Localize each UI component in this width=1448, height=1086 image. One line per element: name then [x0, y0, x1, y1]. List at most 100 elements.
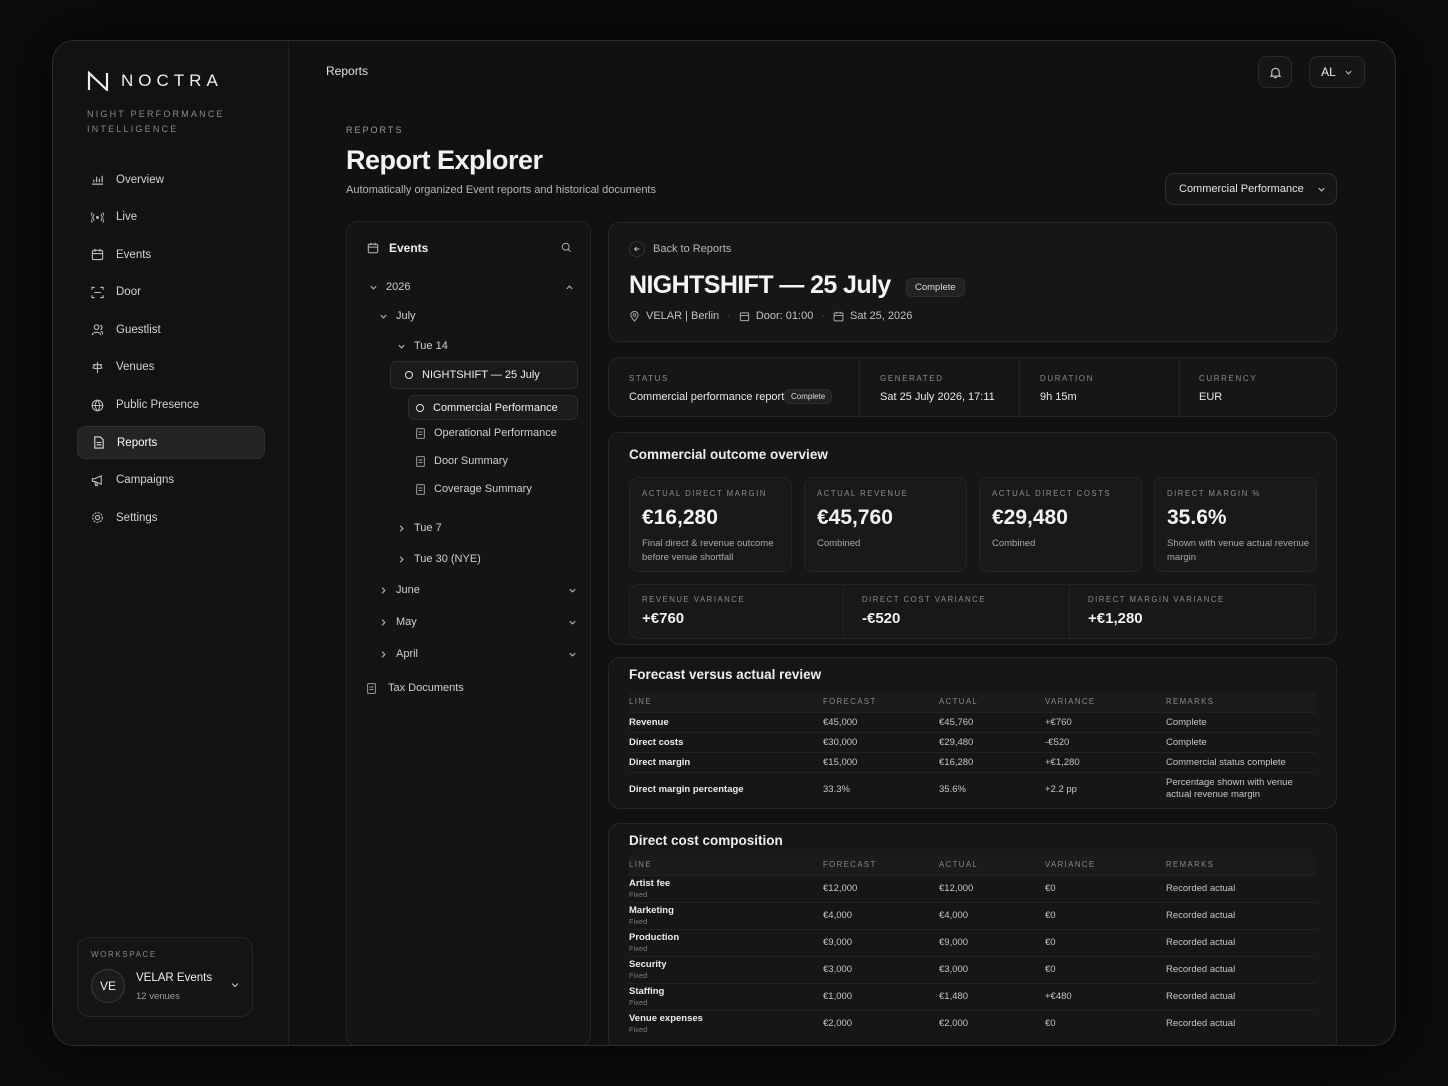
chevron-down-icon	[569, 588, 576, 593]
tree-day-label: Tue 7	[414, 522, 442, 534]
sidebar-item-live[interactable]: Live	[77, 201, 265, 234]
chevron-up-icon[interactable]	[565, 283, 574, 292]
stat-value: Commercial performance report	[629, 391, 785, 403]
sidebar-item-campaigns[interactable]: Campaigns	[77, 464, 265, 497]
table-header-row: LINE FORECAST ACTUAL VARIANCE REMARKS	[629, 692, 1316, 712]
table-row: Direct margin €15,000 €16,280 +€1,280 Co…	[629, 751, 1316, 772]
sidebar-item-guestlist[interactable]: Guestlist	[77, 313, 265, 346]
tree-year[interactable]: 2026	[369, 281, 410, 293]
divider	[859, 358, 860, 418]
document-icon	[367, 682, 376, 694]
sidebar-item-venues[interactable]: Venues	[77, 351, 265, 384]
tree-report-door-summary[interactable]: Door Summary	[416, 455, 508, 467]
variance-strip: REVENUE VARIANCE +€760 DIRECT COST VARIA…	[629, 584, 1316, 640]
document-icon	[416, 483, 425, 495]
workspace-switcher[interactable]: WORKSPACE VE VELAR Events 12 venues	[77, 937, 253, 1017]
tree-report-coverage-summary[interactable]: Coverage Summary	[416, 483, 532, 495]
tree-tax-documents[interactable]: Tax Documents	[367, 682, 464, 694]
line-name: Staffing	[629, 986, 665, 997]
bell-icon	[1269, 67, 1281, 78]
kpi-label: ACTUAL DIRECT COSTS	[992, 489, 1112, 498]
venue-icon	[91, 361, 104, 374]
table-row: Security Fixed €3,000 €3,000 €0 Recorded …	[629, 955, 1316, 983]
column-header: REMARKS	[1166, 692, 1316, 712]
chevron-right-icon	[379, 586, 388, 595]
sidebar-item-public-presence[interactable]: Public Presence	[77, 389, 265, 422]
tree-report-operational[interactable]: Operational Performance	[416, 427, 557, 439]
cell-forecast: €9,000	[823, 928, 939, 956]
cell-forecast: €1,000	[823, 982, 939, 1010]
app-window: NOCTRA NIGHT PERFORMANCE INTELLIGENCE Ov…	[52, 40, 1396, 1046]
cell-remarks: Recorded actual	[1166, 928, 1316, 956]
tree-event-item[interactable]	[390, 361, 578, 389]
sidebar-item-door[interactable]: Door	[77, 276, 265, 309]
chevron-right-icon	[397, 555, 406, 564]
separator-dot: ·	[821, 310, 825, 322]
table-row: Artist fee Fixed €12,000 €12,000 €0 Recor…	[629, 874, 1316, 902]
kpi-card: ACTUAL DIRECT MARGIN €16,280 Final direc…	[629, 477, 792, 572]
column-header: FORECAST	[823, 692, 939, 712]
tree-day-collapsed[interactable]: Tue 7	[397, 522, 442, 534]
report-meta: VELAR | Berlin · Door: 01:00 · Sat 25, 2…	[629, 310, 912, 322]
chevron-down-icon	[369, 283, 378, 292]
report-type-select[interactable]: Commercial Performance	[1165, 173, 1337, 205]
brand-tagline: NIGHT PERFORMANCE INTELLIGENCE	[87, 109, 225, 134]
sidebar-item-label: Reports	[117, 436, 158, 449]
tree-report-label: Door Summary	[434, 455, 508, 467]
back-to-reports-link[interactable]: Back to Reports	[629, 241, 731, 257]
chevron-right-icon	[379, 618, 388, 627]
cell-variance: €0	[1045, 874, 1166, 902]
kpi-value: €45,760	[817, 506, 893, 529]
table-row: Venue expenses Fixed €2,000 €2,000 €0 Rec…	[629, 1009, 1316, 1037]
kpi-description: Combined	[817, 538, 861, 549]
cell-remarks: Complete	[1166, 711, 1316, 732]
sidebar-item-settings[interactable]: Settings	[77, 501, 265, 534]
stat-label: DURATION	[1040, 374, 1094, 383]
forecast-table: LINE FORECAST ACTUAL VARIANCE REMARKS Re…	[629, 692, 1316, 806]
tree-month[interactable]: July	[379, 310, 416, 322]
cell-actual: €16,280	[939, 751, 1045, 772]
cell-forecast: €45,000	[823, 711, 939, 732]
search-icon[interactable]	[561, 242, 572, 253]
tree-year-label: 2026	[386, 281, 411, 293]
sidebar-nav: Overview Live Events Door Guestlist Venu…	[77, 163, 265, 539]
cell-forecast: €15,000	[823, 751, 939, 772]
tree-day-collapsed[interactable]: Tue 30 (NYE)	[397, 553, 481, 565]
user-menu-button[interactable]: AL	[1309, 56, 1365, 88]
section-title: Forecast versus actual review	[629, 667, 822, 682]
table-row: Staffing Fixed €1,000 €1,480 +€480 Record…	[629, 982, 1316, 1010]
kpi-card: DIRECT MARGIN % 35.6% Shown with venue a…	[1154, 477, 1317, 572]
brand-logo[interactable]: NOCTRA	[87, 71, 223, 91]
document-icon	[416, 455, 425, 467]
divider	[1069, 585, 1070, 640]
workspace-venue-count: 12 venues	[136, 991, 180, 1002]
cell-actual: €2,000	[939, 1009, 1045, 1037]
variance-value: -€520	[862, 610, 901, 627]
section-title: Direct cost composition	[629, 833, 783, 848]
tree-report-label: Commercial Performance	[433, 402, 558, 414]
cell-actual: €1,480	[939, 982, 1045, 1010]
tree-day-label: Tue 14	[414, 340, 448, 352]
chevron-down-icon	[569, 620, 576, 625]
line-type: Fixed	[629, 998, 648, 1007]
cell-forecast: €30,000	[823, 731, 939, 752]
line-name: Artist fee	[629, 878, 671, 889]
sidebar-item-label: Events	[116, 248, 152, 261]
table-header-row: LINE FORECAST ACTUAL VARIANCE REMARKS	[629, 855, 1316, 875]
tree-month-collapsed[interactable]: May	[379, 616, 577, 628]
report-header-card: Back to Reports NIGHTSHIFT — 25 July Com…	[608, 222, 1337, 342]
tree-report-commercial: Commercial Performance	[416, 402, 558, 414]
tree-month-collapsed[interactable]: April	[379, 648, 577, 660]
tree-month-collapsed[interactable]: June	[379, 584, 577, 596]
notifications-button[interactable]	[1258, 56, 1292, 88]
tree-day[interactable]: Tue 14	[397, 340, 448, 352]
divider	[1019, 358, 1020, 418]
tree-report-selected[interactable]	[408, 395, 578, 420]
users-icon	[91, 323, 104, 336]
cell-remarks: Recorded actual	[1166, 1009, 1316, 1037]
sidebar-item-reports[interactable]: Reports	[77, 426, 265, 460]
sidebar-item-events[interactable]: Events	[77, 238, 265, 271]
chevron-right-icon	[397, 524, 406, 533]
sidebar-item-overview[interactable]: Overview	[77, 163, 265, 196]
cell-actual: €45,760	[939, 711, 1045, 732]
